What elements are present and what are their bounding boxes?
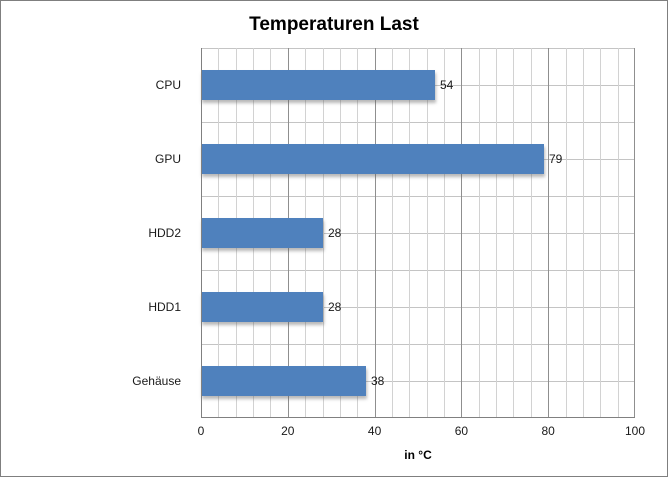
- x-tick-label-40: 40: [367, 424, 382, 438]
- minor-gridline: [427, 48, 428, 418]
- minor-gridline: [583, 48, 584, 418]
- bar-cpu: [201, 70, 435, 100]
- category-label-hdd2: HDD2: [148, 226, 181, 240]
- bar-gpu: [201, 144, 544, 174]
- bar-hdd1: [201, 292, 323, 322]
- category-mid-gridline: [201, 307, 635, 308]
- data-label: 28: [328, 226, 342, 240]
- category-boundary-gridline: [201, 196, 635, 197]
- category-boundary-gridline: [201, 270, 635, 271]
- category-axis-line: [201, 48, 202, 418]
- minor-gridline: [513, 48, 514, 418]
- x-tick-label-100: 100: [624, 424, 646, 438]
- minor-gridline: [340, 48, 341, 418]
- value-axis-line: [201, 417, 635, 418]
- plot-area: 54 79 28 28 38: [201, 48, 635, 418]
- x-tick-label-80: 80: [541, 424, 555, 438]
- major-gridline: [548, 48, 549, 418]
- bar-hdd2: [201, 218, 323, 248]
- minor-gridline: [392, 48, 393, 418]
- category-boundary-gridline: [201, 122, 635, 123]
- category-label-gpu: GPU: [154, 152, 181, 166]
- major-gridline: [461, 48, 462, 418]
- category-boundary-gridline: [201, 48, 635, 49]
- category-mid-gridline: [201, 381, 635, 382]
- minor-gridline: [479, 48, 480, 418]
- category-label-cpu: CPU: [155, 78, 181, 92]
- x-axis-title: in °C: [404, 448, 432, 462]
- minor-gridline: [409, 48, 410, 418]
- x-tick-label-20: 20: [281, 424, 295, 438]
- major-gridline: [375, 48, 376, 418]
- minor-gridline: [444, 48, 445, 418]
- minor-gridline: [600, 48, 601, 418]
- category-boundary-gridline: [201, 344, 635, 345]
- minor-gridline: [323, 48, 324, 418]
- data-label: 28: [328, 300, 342, 314]
- major-gridline: [634, 48, 635, 418]
- minor-gridline: [566, 48, 567, 418]
- bar-gehäuse: [201, 366, 366, 396]
- x-tick-label-60: 60: [454, 424, 469, 438]
- minor-gridline: [618, 48, 619, 418]
- data-label: 54: [440, 78, 454, 92]
- category-label-gehäuse: Gehäuse: [132, 374, 181, 388]
- data-label: 79: [549, 152, 563, 166]
- x-tick-label-0: 0: [197, 424, 205, 438]
- category-mid-gridline: [201, 233, 635, 234]
- chart-title: Temperaturen Last: [249, 14, 419, 35]
- minor-gridline: [531, 48, 532, 418]
- category-label-hdd1: HDD1: [148, 300, 181, 314]
- minor-gridline: [496, 48, 497, 418]
- data-label: 38: [371, 374, 385, 388]
- minor-gridline: [357, 48, 358, 418]
